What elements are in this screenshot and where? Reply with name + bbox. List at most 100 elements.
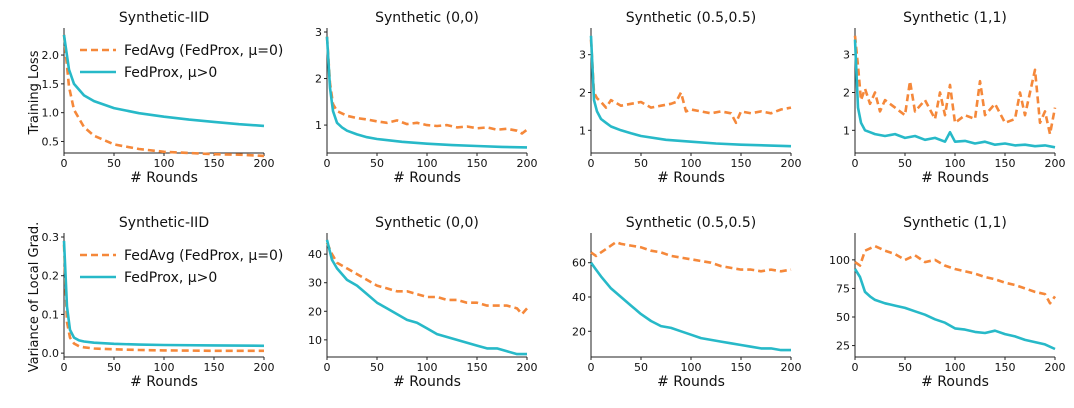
y-tick-label: 0.1 <box>42 308 60 321</box>
legend-label: FedAvg (FedProx, μ=0) <box>124 43 283 59</box>
y-tick-label: 0.0 <box>42 347 60 360</box>
x-tick-label: 200 <box>517 361 538 374</box>
chart-panel-2: 0 50 100 150 200 1 2 3 Synthetic (0,0) # Rounds <box>315 10 538 186</box>
chart-title: Synthetic-IID <box>119 10 209 26</box>
chart-panel-3: 0 50 100 150 200 1 2 3 Synthetic (0.5,0.5) # Roun… <box>579 10 802 186</box>
series-line-fedavg <box>854 244 1057 305</box>
chart-panel-6: 0 50 100 150 200 10 20 30 40 Synthetic (0,0) # Rou… <box>308 215 538 390</box>
x-tick-label: 100 <box>154 157 175 170</box>
chart-panel-8: 0 50 100 150 200 25 50 75 100 Synthetic (1,1) # Ro… <box>829 215 1066 390</box>
series-line-fedprox <box>62 240 265 348</box>
x-tick-label: 0 <box>324 361 331 374</box>
series-line-fedavg <box>325 36 528 135</box>
x-tick-label: 100 <box>681 361 702 374</box>
y-tick-label: 1.5 <box>42 78 60 91</box>
series-line-fedprox <box>589 261 791 352</box>
x-tick-label: 0 <box>852 157 859 170</box>
x-axis-label: # Rounds <box>130 170 198 186</box>
legend: FedAvg (FedProx, μ=0) FedProx, μ>0 <box>80 248 283 286</box>
y-tick-label: 3 <box>579 49 586 62</box>
x-axis-label: # Rounds <box>393 374 461 390</box>
x-tick-label: 0 <box>324 157 331 170</box>
series-line-fedprox <box>589 35 792 148</box>
x-tick-label: 200 <box>781 157 802 170</box>
legend-label: FedProx, μ>0 <box>124 65 217 81</box>
chart-panel-5: 0 50 100 150 200 0.0 0.1 0.2 0.3 Synthetic-IID # R… <box>27 215 283 390</box>
series-line-fedavg <box>62 244 264 353</box>
series-line-fedavg <box>590 240 792 273</box>
y-tick-label: 1.0 <box>42 107 60 120</box>
series-line-fedprox <box>62 34 265 128</box>
chart-title: Synthetic (0.5,0.5) <box>626 215 756 231</box>
chart-panel-4: 0 50 100 150 200 1 2 3 Synthetic (1,1) # Rounds <box>843 10 1066 186</box>
y-tick-label: 40 <box>308 248 322 261</box>
x-axis-label: # Rounds <box>393 170 461 186</box>
x-axis-label: # Rounds <box>657 374 725 390</box>
y-tick-label: 75 <box>836 282 850 295</box>
x-tick-label: 100 <box>681 157 702 170</box>
x-tick-label: 150 <box>467 157 488 170</box>
series-line-fedavg <box>325 242 528 316</box>
series-line-fedavg <box>853 35 1057 136</box>
x-tick-label: 50 <box>634 157 648 170</box>
y-tick-label: 1 <box>579 124 586 137</box>
x-tick-label: 0 <box>852 361 859 374</box>
series-line-fedprox <box>325 239 527 356</box>
x-tick-label: 50 <box>634 361 648 374</box>
x-tick-label: 150 <box>995 157 1016 170</box>
x-tick-label: 200 <box>517 157 538 170</box>
series-line-fedavg <box>589 39 792 125</box>
y-tick-label: 1 <box>843 124 850 137</box>
chart-panel-1: 0 50 100 150 200 0.5 1.0 1.5 2.0 Synthetic-IID # R… <box>27 10 283 186</box>
x-tick-label: 100 <box>945 361 966 374</box>
y-tick-label: 60 <box>572 257 586 270</box>
x-tick-label: 150 <box>204 361 225 374</box>
x-tick-label: 0 <box>61 361 68 374</box>
x-tick-label: 200 <box>781 361 802 374</box>
x-tick-label: 0 <box>588 361 595 374</box>
x-axis-label: # Rounds <box>921 170 989 186</box>
x-tick-label: 50 <box>898 361 912 374</box>
y-tick-label: 2 <box>315 73 322 86</box>
y-tick-label: 2.0 <box>42 49 60 62</box>
chart-title: Synthetic (1,1) <box>903 215 1007 231</box>
y-tick-label: 0.3 <box>42 231 60 244</box>
legend-label: FedProx, μ>0 <box>124 270 217 286</box>
x-tick-label: 200 <box>1045 157 1066 170</box>
x-axis-label: # Rounds <box>130 374 198 390</box>
y-tick-label: 20 <box>308 305 322 318</box>
series-line-fedprox <box>325 36 528 149</box>
x-tick-label: 50 <box>370 361 384 374</box>
chart-title: Synthetic (0,0) <box>375 10 479 26</box>
chart-panel-7: 0 50 100 150 200 20 40 60 Synthetic (0.5,0.5) # R… <box>572 215 802 390</box>
legend-label: FedAvg (FedProx, μ=0) <box>124 248 283 264</box>
chart-title: Synthetic (0.5,0.5) <box>626 10 756 26</box>
y-tick-label: 2 <box>579 87 586 100</box>
x-tick-label: 200 <box>1045 361 1066 374</box>
x-tick-label: 100 <box>417 157 438 170</box>
series-line-fedavg <box>62 34 265 158</box>
y-tick-label: 40 <box>572 291 586 304</box>
x-tick-label: 150 <box>204 157 225 170</box>
x-tick-label: 0 <box>588 157 595 170</box>
chart-title: Synthetic (0,0) <box>375 215 479 231</box>
x-tick-label: 150 <box>731 157 752 170</box>
y-tick-label: 3 <box>843 49 850 62</box>
x-tick-label: 0 <box>61 157 68 170</box>
x-tick-label: 150 <box>731 361 752 374</box>
chart-title: Synthetic-IID <box>119 215 209 231</box>
x-tick-label: 100 <box>417 361 438 374</box>
chart-title: Synthetic (1,1) <box>903 10 1007 26</box>
legend: FedAvg (FedProx, μ=0) FedProx, μ>0 <box>80 43 283 81</box>
series-line-fedprox <box>853 39 1056 149</box>
y-axis-label: Variance of Local Grad. <box>27 222 42 373</box>
x-axis-label: # Rounds <box>657 170 725 186</box>
x-tick-label: 50 <box>107 157 121 170</box>
x-tick-label: 50 <box>370 157 384 170</box>
series-line-fedprox <box>853 268 1056 351</box>
x-tick-label: 200 <box>254 157 275 170</box>
x-tick-label: 150 <box>995 361 1016 374</box>
y-tick-label: 25 <box>836 340 850 353</box>
y-tick-label: 30 <box>308 277 322 290</box>
